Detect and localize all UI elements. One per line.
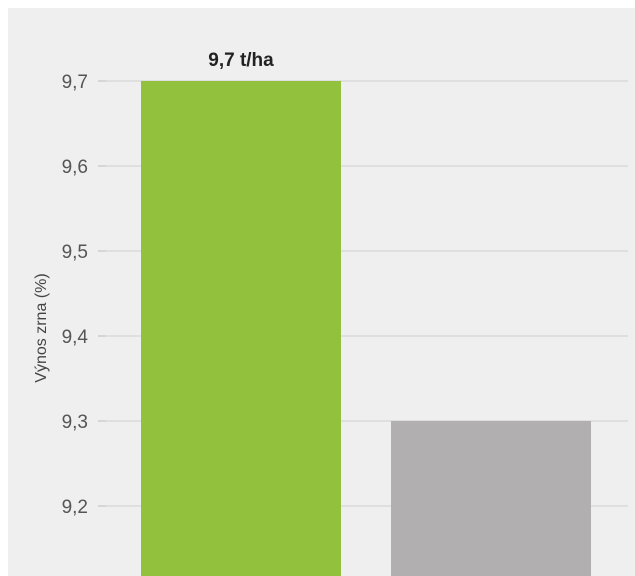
bar-value-label: 9,7 t/ha: [208, 50, 274, 71]
y-tick-label: 9,4: [62, 327, 89, 348]
y-tick-label: 9,6: [62, 157, 88, 178]
y-tick-label: 9,3: [62, 412, 88, 433]
bars: 9,7 t/ha: [141, 50, 591, 576]
tick-labels: 9,2 9,3 9,4 9,5 9,6 9,7: [62, 72, 89, 518]
bar: [141, 81, 341, 576]
bar-chart: 9,7 t/ha 9,2 9,3 9,4 9,5 9,6 9,7 Výnos zrna (…: [33, 50, 628, 576]
chart-area: 9,7 t/ha 9,2 9,3 9,4 9,5 9,6 9,7 Výnos zrna (…: [8, 8, 635, 576]
y-axis-title: Výnos zrna (%): [33, 273, 50, 382]
y-tick-label: 9,2: [62, 497, 88, 518]
y-tick-label: 9,5: [62, 242, 88, 263]
bar: [391, 421, 591, 576]
y-tick-label: 9,7: [62, 72, 88, 93]
